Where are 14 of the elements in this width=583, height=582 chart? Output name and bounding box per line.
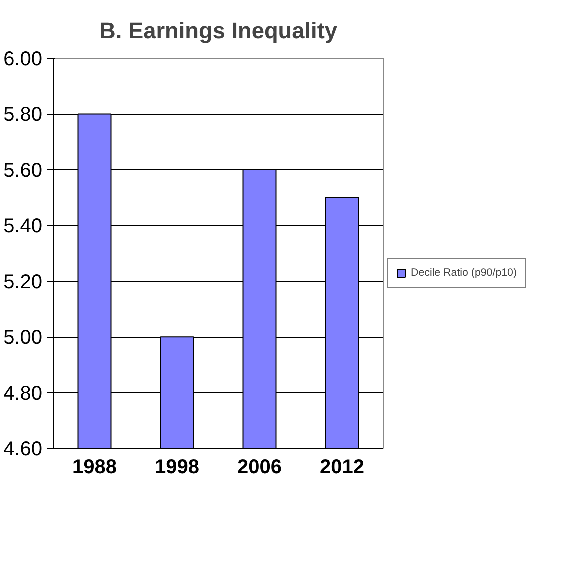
y-tick-label: 6.00 (4, 48, 43, 70)
x-tick-label: 2012 (320, 456, 365, 478)
y-tick-label: 5.00 (4, 327, 43, 350)
y-tick-label: 5.40 (4, 216, 43, 238)
x-tick-label: 2006 (238, 456, 282, 478)
y-tick-label: 5.80 (4, 104, 43, 126)
x-tick-label: 1998 (155, 456, 200, 478)
y-tick-label: 5.20 (4, 271, 43, 294)
y-tick-label: 5.60 (4, 160, 43, 182)
legend-label: Decile Ratio (p90/p10) (411, 267, 518, 279)
chart-title: B. Earnings Inequality (100, 18, 338, 44)
y-tick-label: 4.80 (4, 382, 43, 405)
x-tick-label: 1988 (72, 456, 118, 478)
y-tick-label: 4.60 (4, 438, 43, 460)
